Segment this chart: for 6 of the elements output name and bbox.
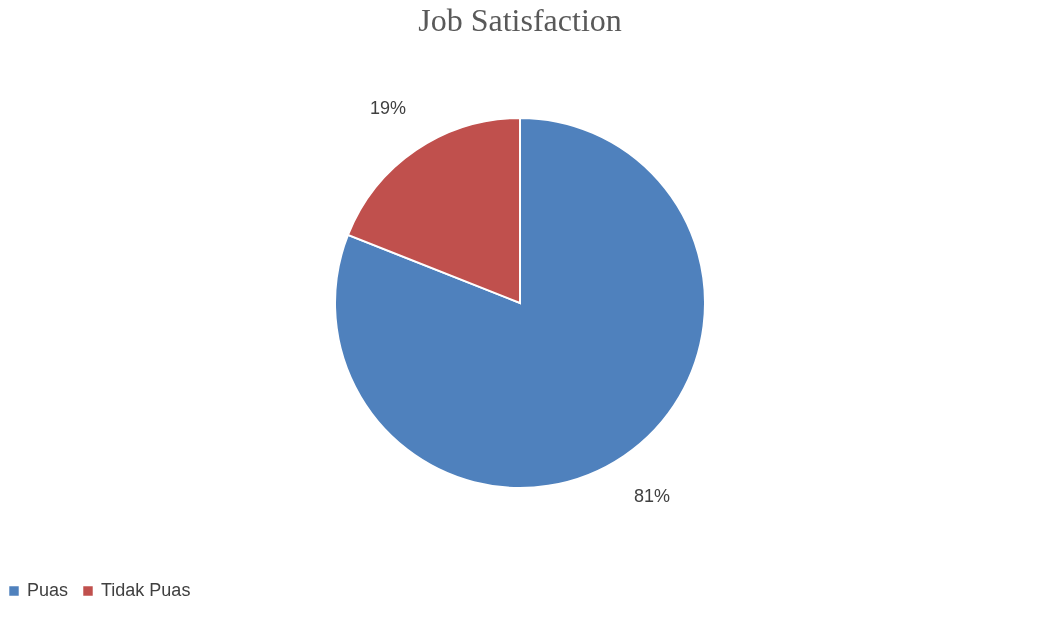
data-label: 81% xyxy=(634,486,671,507)
legend-label: Tidak Puas xyxy=(101,580,191,600)
data-label: 19% xyxy=(369,97,406,118)
chart-title: Job Satisfaction xyxy=(418,2,622,38)
pie-slice xyxy=(334,117,706,489)
legend-label: Puas xyxy=(27,580,69,600)
